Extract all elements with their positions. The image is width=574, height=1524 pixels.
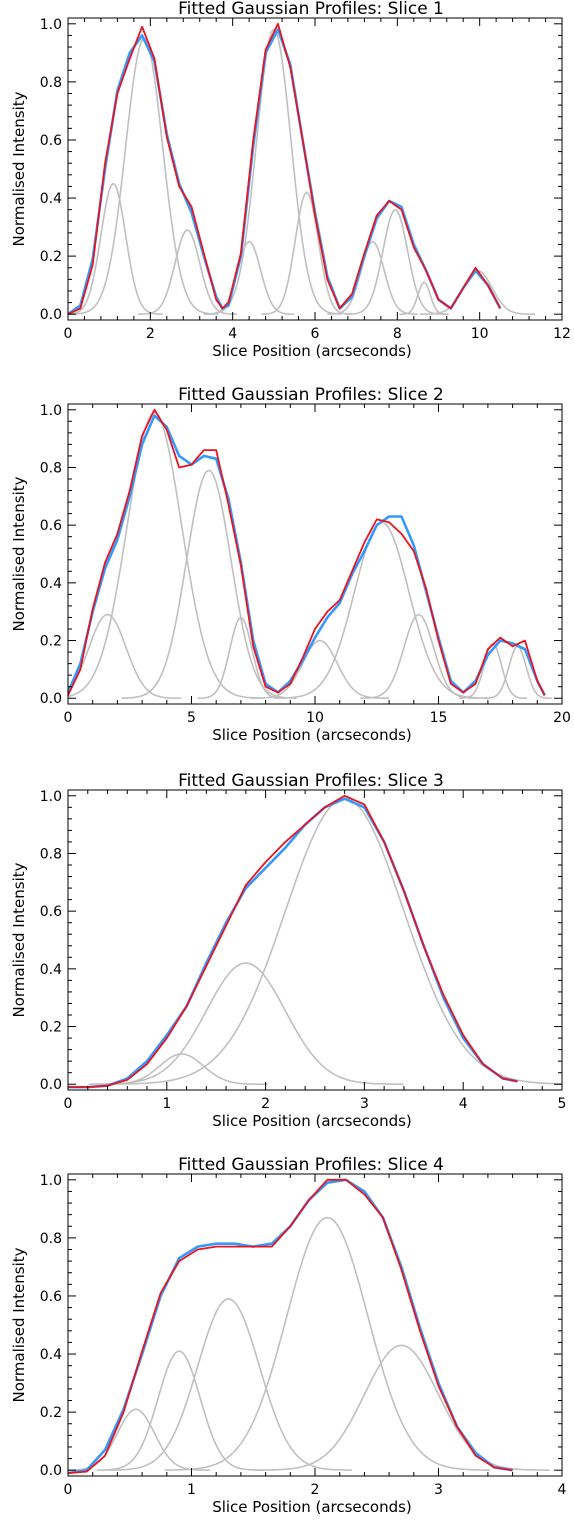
x-tick-label: 6 xyxy=(311,326,320,342)
x-tick-label: 12 xyxy=(553,326,571,342)
x-tick-label: 2 xyxy=(311,1482,320,1498)
x-axis-label: Slice Position (arcseconds) xyxy=(212,1498,412,1516)
observed-profile-line xyxy=(68,797,518,1089)
observed-profile-line xyxy=(66,414,546,696)
plot-frame xyxy=(67,17,563,321)
gaussian-component-line xyxy=(197,616,285,699)
x-tick-label: 8 xyxy=(393,326,402,342)
gaussian-component-line xyxy=(327,240,418,315)
x-tick-label: 5 xyxy=(187,710,196,726)
gaussian-component-line xyxy=(360,613,478,699)
y-tick-label: 0.4 xyxy=(40,1347,62,1363)
chart-panel-2: Fitted Gaussian Profiles: Slice 2 0 5 10 15 2… xyxy=(10,385,571,744)
gaussian-component-line xyxy=(255,1344,550,1471)
y-tick-label: 0.6 xyxy=(40,518,62,534)
gaussian-component-line xyxy=(109,797,563,1085)
x-tick-label: 4 xyxy=(558,1482,567,1498)
y-tick-label: 0.4 xyxy=(40,191,62,207)
chart-title: Fitted Gaussian Profiles: Slice 1 xyxy=(178,0,444,19)
y-tick-label: 0.8 xyxy=(40,75,62,91)
chart-panel-3: Fitted Gaussian Profiles: Slice 3 0 1 2 3 4 5 0… xyxy=(10,771,566,1130)
chart-panel-1: Fitted Gaussian Profiles: Slice 1 0 2 4 6 8 10… xyxy=(10,0,571,360)
plot-frame xyxy=(67,1173,563,1477)
gaussian-component-line xyxy=(88,962,404,1085)
y-axis-label: Normalised Intensity xyxy=(10,1247,28,1402)
gaussian-component-line xyxy=(137,229,237,315)
y-tick-label: 0.0 xyxy=(40,1463,62,1479)
y-tick-label: 0.4 xyxy=(40,962,62,978)
x-axis-label: Slice Position (arcseconds) xyxy=(212,726,412,744)
x-tick-label: 0 xyxy=(64,1096,73,1112)
x-tick-label: 10 xyxy=(306,710,324,726)
chart-title: Fitted Gaussian Profiles: Slice 3 xyxy=(178,771,444,791)
chart-title: Fitted Gaussian Profiles: Slice 4 xyxy=(178,1155,444,1175)
x-tick-label: 1 xyxy=(187,1482,196,1498)
y-tick-label: 0.2 xyxy=(40,634,62,650)
gaussian-component-line xyxy=(345,208,445,315)
x-axis-label: Slice Position (arcseconds) xyxy=(212,1112,412,1130)
gaussian-component-line xyxy=(67,1408,211,1471)
chart-title: Fitted Gaussian Profiles: Slice 2 xyxy=(178,385,444,405)
gaussian-component-line xyxy=(67,613,182,699)
y-tick-label: 0.8 xyxy=(40,846,62,862)
gaussian-component-line xyxy=(261,191,353,315)
x-tick-label: 2 xyxy=(261,1096,270,1112)
y-tick-label: 0.8 xyxy=(40,1231,62,1247)
x-tick-label: 3 xyxy=(434,1482,443,1498)
y-tick-label: 1.0 xyxy=(40,789,62,805)
fitted-profile-line xyxy=(68,794,518,1089)
y-tick-label: 0.2 xyxy=(40,249,62,265)
x-tick-label: 15 xyxy=(430,710,448,726)
gaussian-component-line xyxy=(67,182,163,315)
x-tick-label: 1 xyxy=(162,1096,171,1112)
gaussian-component-line xyxy=(107,1298,353,1471)
x-tick-label: 0 xyxy=(64,710,73,726)
y-tick-label: 0.2 xyxy=(40,1020,62,1036)
fitted-profile-line xyxy=(67,22,502,316)
x-tick-label: 4 xyxy=(459,1096,468,1112)
gaussian-component-line xyxy=(96,1350,262,1471)
fitted-profile-line xyxy=(67,1178,513,1474)
gaussian-component-line xyxy=(205,28,342,315)
y-tick-label: 0.6 xyxy=(40,133,62,149)
y-axis-label: Normalised Intensity xyxy=(10,91,28,246)
y-tick-label: 1.0 xyxy=(40,1173,62,1189)
x-tick-label: 3 xyxy=(360,1096,369,1112)
x-tick-label: 0 xyxy=(64,326,73,342)
fitted-profile-line xyxy=(67,408,546,696)
x-tick-label: 5 xyxy=(558,1096,567,1112)
gaussian-component-line xyxy=(67,411,262,699)
x-axis-label: Slice Position (arcseconds) xyxy=(212,342,412,360)
y-axis-label: Normalised Intensity xyxy=(10,862,28,1017)
plot-frame xyxy=(67,789,563,1091)
chart-panel-4: Fitted Gaussian Profiles: Slice 4 0 1 2 3 4 0.… xyxy=(10,1155,567,1516)
x-tick-label: 2 xyxy=(146,326,155,342)
y-tick-label: 0.0 xyxy=(40,691,62,707)
gaussian-component-line xyxy=(164,1216,490,1471)
gaussian-component-line xyxy=(251,639,390,700)
y-axis-label: Normalised Intensity xyxy=(10,476,28,631)
gaussian-component-line xyxy=(399,281,449,315)
observed-profile-line xyxy=(67,1178,513,1475)
gaussian-component-line xyxy=(419,269,536,315)
gaussian-component-line xyxy=(121,469,297,699)
y-tick-label: 0.6 xyxy=(40,1289,62,1305)
y-tick-label: 0.0 xyxy=(40,1077,62,1093)
y-tick-label: 1.0 xyxy=(40,403,62,419)
x-tick-label: 20 xyxy=(553,710,571,726)
x-tick-label: 4 xyxy=(228,326,237,342)
y-tick-label: 0.0 xyxy=(40,307,62,323)
y-tick-label: 0.6 xyxy=(40,904,62,920)
gaussian-component-line xyxy=(459,642,528,700)
y-tick-label: 0.8 xyxy=(40,460,62,476)
x-tick-label: 10 xyxy=(471,326,489,342)
y-tick-label: 1.0 xyxy=(40,17,62,33)
y-tick-label: 0.2 xyxy=(40,1405,62,1421)
gaussian-component-line xyxy=(273,521,490,699)
y-tick-label: 0.4 xyxy=(40,576,62,592)
x-tick-label: 0 xyxy=(64,1482,73,1498)
